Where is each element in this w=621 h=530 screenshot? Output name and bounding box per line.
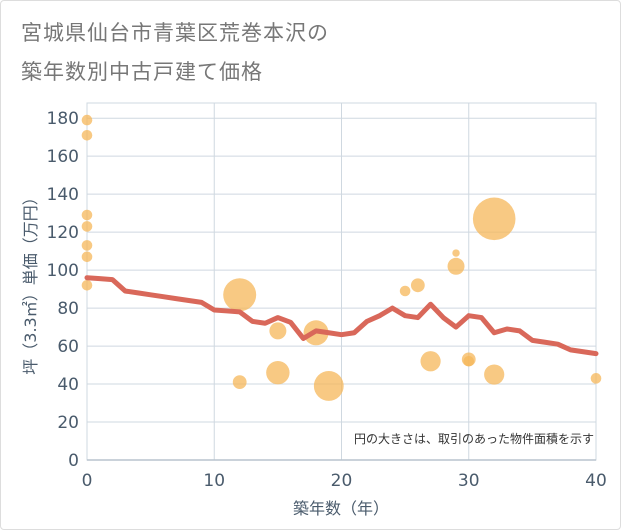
bubble-point xyxy=(410,278,425,293)
y-tick-label: 60 xyxy=(57,337,79,357)
y-tick-label: 140 xyxy=(47,185,79,205)
bubble-point xyxy=(447,257,465,275)
x-tick-label: 10 xyxy=(203,471,225,491)
y-tick-label: 120 xyxy=(47,223,79,243)
bubble-point xyxy=(81,221,93,232)
bubble-point xyxy=(420,351,441,372)
bubble-point xyxy=(81,251,93,263)
y-tick-label: 20 xyxy=(57,413,79,433)
grid xyxy=(86,102,597,461)
bubble-point xyxy=(81,240,93,251)
chart-title-line-1: 宮城県仙台市青葉区荒巻本沢の xyxy=(21,21,329,45)
bubble-point xyxy=(81,279,93,291)
bubble-point xyxy=(590,373,602,384)
bubble-point xyxy=(223,278,257,312)
bubble-point xyxy=(484,364,505,385)
x-axis-label: 築年数（年） xyxy=(293,499,389,518)
y-tick-label: 0 xyxy=(68,451,79,471)
bubble-point xyxy=(452,249,460,257)
y-tick-label: 80 xyxy=(57,299,79,319)
bubble-point xyxy=(81,114,93,126)
tick-labels: 0 20 40 60 80 100 120 140 160 180 0 10 20 30 40 xyxy=(47,109,607,491)
bubble-point xyxy=(463,355,475,367)
bubble-point xyxy=(269,322,287,340)
bubble-point xyxy=(266,360,290,385)
chart-title-line-2: 築年数別中古戸建て価格 xyxy=(21,60,263,84)
y-tick-label: 40 xyxy=(57,375,79,395)
average-line xyxy=(84,275,599,357)
y-axis-label: 坪（3.3㎡）単価（万円） xyxy=(21,189,40,374)
bubble-series xyxy=(81,114,602,401)
bubble-point xyxy=(472,197,516,241)
bubble-point xyxy=(399,285,411,297)
x-tick-label: 0 xyxy=(82,471,93,491)
bubble-point xyxy=(81,129,93,141)
chart-note: 円の大きさは、取引のあった物件面積を示す xyxy=(354,431,594,446)
bubble-point xyxy=(81,209,93,221)
y-tick-label: 160 xyxy=(47,147,79,167)
x-tick-label: 20 xyxy=(331,471,353,491)
y-tick-label: 100 xyxy=(47,261,79,281)
x-tick-label: 40 xyxy=(585,471,607,491)
y-tick-label: 180 xyxy=(47,109,79,129)
bubble-point xyxy=(232,375,247,390)
bubble-point xyxy=(313,371,344,401)
average-line-series xyxy=(84,275,599,357)
x-tick-label: 30 xyxy=(458,471,480,491)
